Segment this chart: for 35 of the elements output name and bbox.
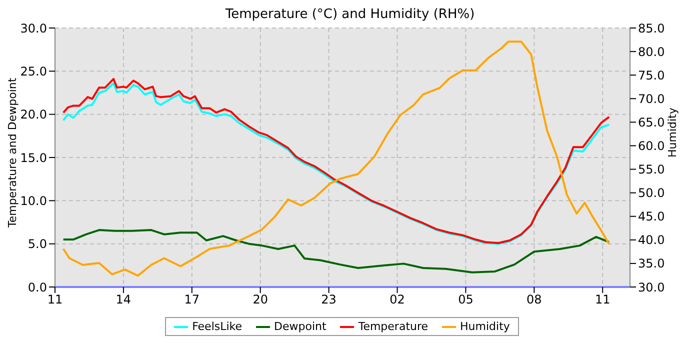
x-tick-label: 08: [526, 292, 542, 307]
y2-tick-label: 45.0: [638, 210, 665, 224]
y2-tick-label: 75.0: [638, 68, 665, 82]
x-tick-label: 23: [321, 292, 336, 307]
y2-tick-label: 60.0: [638, 138, 665, 153]
y2-tick-label: 70.0: [638, 92, 665, 106]
y2-tick-label: 35.0: [638, 256, 665, 271]
legend-label: Humidity: [459, 320, 510, 333]
y2-tick-label: 40.0: [638, 233, 665, 248]
legend-label: Dewpoint: [273, 320, 326, 333]
y2-tick-label: 65.0: [638, 115, 665, 130]
y2-tick-label: 30.0: [638, 280, 665, 294]
y-tick-label: 20.0: [20, 108, 47, 122]
x-tick-label: 20: [252, 292, 268, 307]
y-axis-title: Temperature and Dewpoint: [6, 77, 19, 228]
x-tick-label: 11: [594, 292, 610, 307]
y2-axis-title: Humidity: [666, 107, 679, 158]
legend-label: FeelsLike: [191, 320, 242, 333]
chart-title: Temperature (°C) and Humidity (RH%): [224, 7, 476, 22]
y-tick-label: 10.0: [20, 194, 47, 208]
y2-tick-label: 85.0: [638, 21, 665, 36]
x-tick-label: 02: [390, 292, 405, 307]
legend-label: Temperature: [357, 320, 428, 333]
y-tick-label: 15.0: [20, 150, 47, 165]
y-tick-label: 30.0: [20, 21, 47, 36]
y2-tick-label: 55.0: [638, 162, 665, 177]
x-tick-label: 05: [458, 292, 474, 307]
y-tick-label: 0.0: [28, 280, 47, 294]
x-tick-label: 11: [47, 292, 63, 307]
y2-tick-label: 80.0: [638, 44, 665, 59]
y-tick-label: 25.0: [20, 64, 47, 78]
y-tick-label: 5.0: [28, 237, 47, 252]
x-tick-label: 17: [184, 292, 200, 307]
y2-tick-label: 50.0: [638, 186, 665, 200]
x-tick-label: 14: [116, 292, 132, 307]
